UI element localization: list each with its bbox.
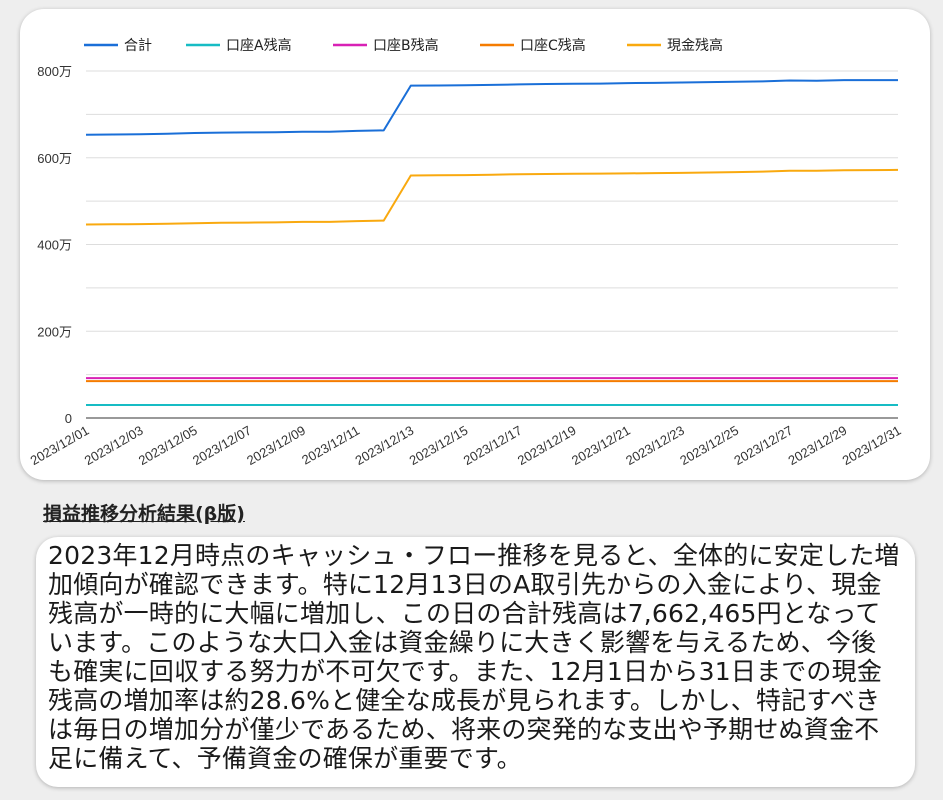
series-line xyxy=(85,79,898,136)
x-tick-label: 2023/12/11 xyxy=(299,423,362,468)
legend-label: 口座C残高 xyxy=(520,37,586,54)
x-tick-label: 2023/12/29 xyxy=(786,423,850,469)
y-tick-label: 0 xyxy=(65,411,72,426)
x-tick-label: 2023/12/05 xyxy=(136,423,200,469)
x-tick-label: 2023/12/31 xyxy=(840,423,904,469)
x-tick-label: 2023/12/15 xyxy=(407,423,471,469)
analysis-title: 損益推移分析結果(β版) xyxy=(43,503,245,525)
y-tick-label: 200万 xyxy=(37,324,72,339)
legend-label: 口座B残高 xyxy=(373,37,439,54)
analysis-text-card: 2023年12月時点のキャッシュ・フロー推移を見ると、全体的に安定した増加傾向が… xyxy=(36,537,915,787)
x-tick-label: 2023/12/19 xyxy=(515,423,579,469)
y-tick-label: 800万 xyxy=(37,64,72,79)
legend-label: 合計 xyxy=(124,38,152,54)
x-tick-label: 2023/12/07 xyxy=(190,423,254,469)
legend-label: 現金残高 xyxy=(667,37,723,54)
x-tick-label: 2023/12/01 xyxy=(28,423,92,469)
x-tick-label: 2023/12/13 xyxy=(352,423,416,469)
x-tick-label: 2023/12/21 xyxy=(569,423,633,469)
analysis-text: 2023年12月時点のキャッシュ・フロー推移を見ると、全体的に安定した増加傾向が… xyxy=(48,541,900,773)
x-tick-label: 2023/12/03 xyxy=(82,423,146,469)
x-tick-label: 2023/12/23 xyxy=(623,423,687,469)
legend-label: 口座A残高 xyxy=(226,37,292,54)
x-tick-label: 2023/12/17 xyxy=(461,423,525,469)
x-tick-label: 2023/12/27 xyxy=(731,423,795,469)
y-tick-label: 400万 xyxy=(37,238,72,253)
chart-card: 0 200万 400万 600万 800万 2023/12/01 2023/12/03 202… xyxy=(20,9,930,480)
x-tick-label: 2023/12/09 xyxy=(244,423,308,469)
x-tick-label: 2023/12/25 xyxy=(677,423,741,469)
y-tick-label: 600万 xyxy=(37,151,72,166)
cash-flow-line-chart: 0200万400万600万800万2023/12/012023/12/03202… xyxy=(28,37,904,469)
series-line xyxy=(85,168,899,226)
